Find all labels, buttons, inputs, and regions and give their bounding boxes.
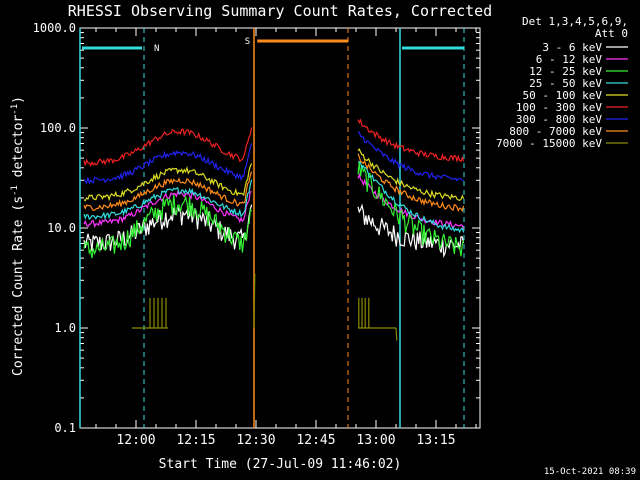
legend-label: 800 - 7000 keV: [509, 125, 602, 138]
legend-header-1: Det 1,3,4,5,6,9,: [522, 15, 628, 28]
y-axis-label: Corrected Count Rate (s-1 detector-1): [10, 96, 26, 376]
legend-label: 50 - 100 keV: [523, 89, 603, 102]
x-tick-label: 13:00: [356, 433, 395, 448]
series-line: [83, 130, 464, 185]
legend-label: 25 - 50 keV: [529, 77, 602, 90]
legend-label: 100 - 300 keV: [516, 101, 602, 114]
legend-label: 12 - 25 keV: [529, 65, 602, 78]
y-axis-label-mid: detector: [11, 115, 26, 186]
series-line: [83, 118, 465, 167]
y-tick-label: 10.0: [47, 221, 76, 235]
series-line: [83, 162, 465, 259]
y-tick-label: 0.1: [54, 421, 76, 435]
y-tick-label: 1.0: [54, 321, 76, 335]
night-flag-label: N: [154, 44, 159, 54]
legend-label: 7000 - 15000 keV: [496, 137, 602, 150]
y-tick-label: 100.0: [40, 121, 76, 135]
y-axis-label-sup1: -1: [10, 185, 20, 196]
legend-header-2: Att 0: [595, 27, 628, 40]
x-tick-label: 13:15: [416, 433, 455, 448]
x-tick-label: 12:00: [116, 433, 155, 448]
series-line: [83, 203, 465, 259]
legend-label: 3 - 6 keV: [542, 41, 602, 54]
y-axis-label-end: ): [11, 96, 26, 104]
chart-title: RHESSI Observing Summary Count Rates, Co…: [68, 2, 492, 20]
series-line: [83, 161, 465, 234]
x-axis-label: Start Time (27-Jul-09 11:46:02): [159, 457, 402, 472]
series-line: [83, 153, 465, 213]
series-line: [83, 147, 465, 202]
series-line: [83, 172, 465, 229]
y-tick-label: 1000.0: [33, 21, 76, 35]
y-axis-label-main: Corrected Count Rate (s: [11, 196, 26, 376]
x-tick-label: 12:30: [236, 433, 275, 448]
saa-flag-label: S: [245, 37, 250, 47]
legend-label: 300 - 800 keV: [516, 113, 602, 126]
footer-timestamp: 15-Oct-2021 08:39: [544, 467, 636, 477]
legend-label: 6 - 12 keV: [536, 53, 603, 66]
series-line: [132, 273, 398, 341]
y-axis-label-sup2: -1: [10, 104, 20, 115]
x-tick-label: 12:15: [176, 433, 215, 448]
plot-area: 1000.0 100.0 10.0 1.0 0.1 12:00 12:15 12:30 12:4…: [33, 21, 481, 448]
x-tick-label: 12:45: [296, 433, 335, 448]
